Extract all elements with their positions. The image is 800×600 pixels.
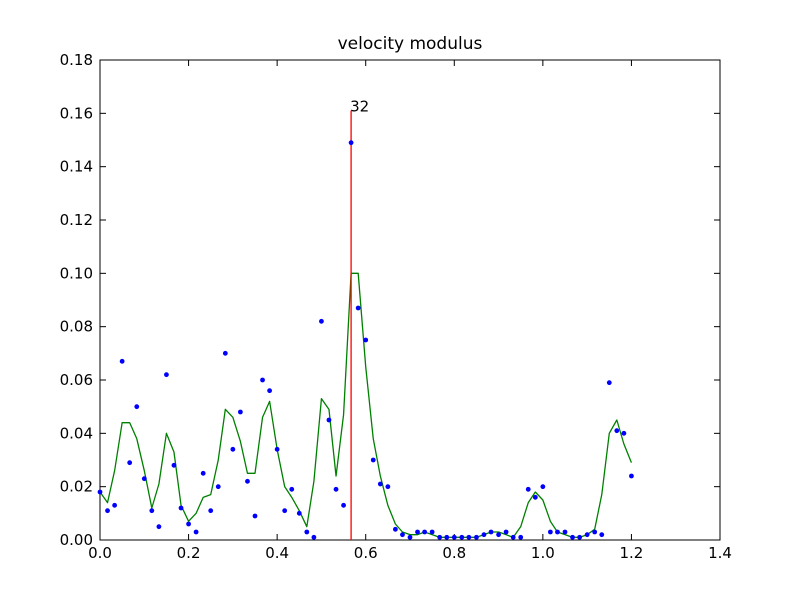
scatter-point: [540, 484, 546, 490]
scatter-point: [274, 446, 280, 452]
scatter-point: [348, 140, 354, 146]
y-tick-label: 0.08: [60, 318, 93, 336]
scatter-point: [326, 417, 332, 423]
scatter-point: [547, 529, 553, 535]
scatter-point: [289, 486, 295, 492]
x-tick-label: 0.8: [442, 544, 466, 562]
scatter-point: [215, 484, 221, 490]
scatter-point: [599, 532, 605, 538]
scatter-point: [156, 524, 162, 530]
scatter-point: [134, 404, 140, 410]
scatter-point: [392, 526, 398, 532]
scatter-point: [510, 534, 516, 540]
scatter-point: [407, 534, 413, 540]
scatter-point: [164, 372, 169, 378]
data-series: 32: [97, 98, 634, 540]
scatter-point: [304, 529, 310, 535]
y-tick-label: 0.04: [60, 424, 93, 442]
x-tick-label: 0.6: [354, 544, 378, 562]
scatter-point: [621, 430, 627, 436]
scatter-point: [186, 521, 191, 527]
scatter-point: [503, 529, 509, 535]
scatter-point: [260, 377, 265, 383]
scatter-point: [178, 505, 184, 511]
scatter-point: [422, 529, 428, 535]
scatter-point: [252, 513, 258, 519]
scatter-point: [562, 529, 568, 535]
scatter-point: [105, 508, 110, 514]
scatter-point: [584, 532, 590, 538]
scatter-point: [200, 470, 206, 476]
y-tick-label: 0.16: [60, 104, 93, 122]
scatter-point: [149, 508, 155, 514]
y-tick-label: 0.06: [60, 371, 93, 389]
scatter-point: [496, 532, 501, 538]
peak-annotation-label: 32: [350, 98, 369, 116]
smoothed-line-series: [99, 272, 633, 538]
scatter-point: [606, 380, 612, 386]
scatter-point: [451, 534, 457, 540]
scatter-point: [311, 534, 317, 540]
scatter-point: [415, 529, 420, 535]
scatter-point: [592, 529, 598, 535]
scatter-point: [474, 534, 479, 540]
scatter-point: [488, 529, 494, 535]
x-tick-label: 0.4: [265, 544, 289, 562]
scatter-point: [532, 494, 538, 500]
scatter-point: [555, 529, 560, 535]
x-tick-label: 1.0: [531, 544, 555, 562]
scatter-point: [230, 446, 236, 452]
scatter-point: [296, 510, 302, 516]
scatter-point: [363, 337, 369, 343]
scatter-point: [481, 532, 487, 538]
axes-ticks: 0.0 0.2 0.4 0.6 0.8 1.0 1.2 1.4 0.00 0.02 0.04 0.06…: [60, 51, 732, 562]
x-tick-label: 0.0: [88, 544, 112, 562]
scatter-point: [245, 478, 250, 484]
scatter-point: [267, 388, 273, 394]
scatter-point: [112, 502, 118, 508]
scatter-point: [208, 508, 214, 514]
scatter-point: [466, 534, 472, 540]
scatter-point: [444, 534, 450, 540]
scatter-point: [614, 428, 620, 434]
x-tick-label: 0.2: [177, 544, 201, 562]
y-tick-label: 0.10: [60, 264, 93, 282]
plot-area: [99, 59, 721, 541]
scatter-point: [629, 473, 634, 479]
y-tick-label: 0.12: [60, 211, 93, 229]
scatter-point: [355, 305, 361, 311]
chart-title: velocity modulus: [338, 34, 483, 54]
scatter-point: [385, 484, 391, 490]
x-tick-label: 1.2: [619, 544, 643, 562]
scatter-point: [429, 529, 435, 535]
scatter-point: [370, 457, 376, 463]
scatter-point: [171, 462, 177, 468]
x-tick-label: 1.4: [708, 544, 732, 562]
scatter-point: [570, 534, 575, 540]
scatter-point: [400, 532, 405, 538]
scatter-point: [141, 476, 147, 482]
scatter-point: [437, 534, 443, 540]
scatter-point: [97, 489, 103, 495]
scatter-point: [282, 508, 288, 514]
y-tick-label: 0.14: [60, 158, 93, 176]
scatter-point: [525, 486, 531, 492]
scatter-point: [319, 318, 324, 324]
y-tick-label: 0.18: [60, 51, 93, 69]
scatter-point: [222, 350, 228, 356]
y-tick-label: 0.02: [60, 478, 93, 496]
scatter-point: [333, 486, 339, 492]
scatter-point: [377, 481, 383, 487]
scatter-point: [577, 534, 583, 540]
scatter-point: [193, 529, 199, 535]
scatter-point: [459, 534, 465, 540]
scatter-point: [518, 534, 524, 540]
scatter-point: [341, 502, 346, 508]
scatter-point: [119, 358, 125, 364]
scatter-point: [237, 409, 243, 415]
y-tick-label: 0.00: [60, 531, 93, 549]
scatter-point: [127, 460, 133, 466]
